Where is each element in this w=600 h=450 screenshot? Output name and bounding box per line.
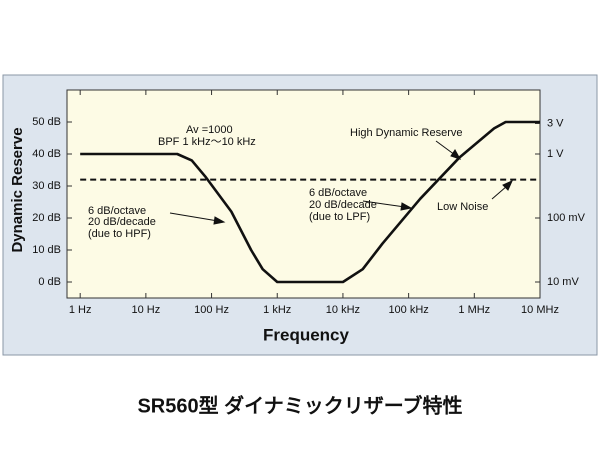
annotation: 20 dB/decade	[88, 216, 156, 228]
arrow-head	[400, 202, 413, 211]
y-tick-label: 0 dB	[38, 276, 61, 288]
arrow	[362, 200, 406, 208]
arrows	[169, 140, 513, 225]
y-tick-label: 40 dB	[32, 148, 61, 160]
annotation: Av =1000	[186, 124, 233, 136]
annotation: 20 dB/decade	[309, 199, 377, 211]
x-tick-label: 10 MHz	[521, 304, 559, 316]
caption: SR560型 ダイナミックリザーブ特性	[137, 393, 462, 417]
y2-tick-label: 1 V	[547, 148, 564, 160]
y2-tick-label: 100 mV	[547, 212, 586, 224]
x-tick-label: 10 Hz	[131, 304, 160, 316]
annotation: 6 dB/octave	[309, 187, 367, 199]
arrow	[435, 140, 456, 156]
y-axis-label: Dynamic Reserve	[9, 127, 26, 252]
plot-area	[66, 89, 541, 299]
y2-tick-label: 10 mV	[547, 276, 579, 288]
series-line	[80, 120, 540, 284]
y-tick-label: 50 dB	[32, 116, 61, 128]
x-tick-label: 100 kHz	[388, 304, 428, 316]
series-label: Low Noise	[437, 201, 488, 213]
x-tick-label: 1 MHz	[458, 304, 490, 316]
series-label: High Dynamic Reserve	[350, 127, 462, 139]
y-tick-label: 10 dB	[32, 244, 61, 256]
annotation: BPF 1 kHz～10 kHz	[158, 136, 256, 148]
annotation: 6 dB/octave	[88, 205, 146, 217]
x-tick-label: 1 kHz	[263, 304, 291, 316]
y-tick-label: 30 dB	[32, 180, 61, 192]
arrow-head	[213, 216, 226, 225]
annotation: (due to LPF)	[309, 211, 370, 223]
y2-tick-label: 3 V	[547, 117, 564, 129]
arrow-head	[450, 149, 462, 160]
x-axis-label: Frequency	[263, 325, 350, 344]
arrow-head	[502, 180, 513, 191]
y-tick-label: 20 dB	[32, 212, 61, 224]
arrow	[169, 212, 219, 222]
annotation: (due to HPF)	[88, 228, 151, 240]
x-tick-label: 1 Hz	[69, 304, 92, 316]
x-tick-label: 10 kHz	[326, 304, 360, 316]
x-tick-label: 100 Hz	[194, 304, 229, 316]
arrow	[491, 185, 508, 200]
